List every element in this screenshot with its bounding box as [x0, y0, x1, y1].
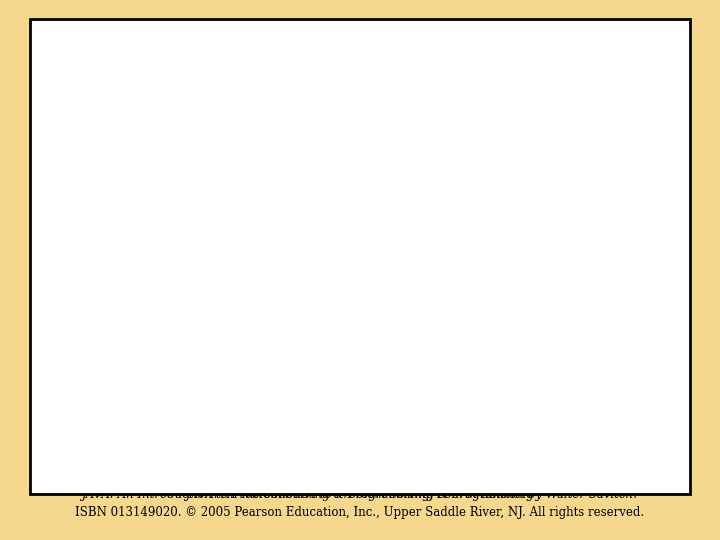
Text: public static int factorial(int n): public static int factorial(int n) — [52, 194, 379, 209]
Text: return fact;: return fact; — [52, 402, 186, 417]
Text: int fact=1;   // base case value: int fact=1; // base case value — [52, 246, 379, 261]
Text: ISBN 013149020. © 2005 Pearson Education, Inc., Upper Saddle River, NJ. All righ: ISBN 013149020. © 2005 Pearson Education… — [76, 506, 644, 519]
Bar — [42, 190, 679, 456]
Text: Method: Method — [330, 53, 482, 87]
Text: factorial: factorial — [185, 54, 366, 87]
Text: JAVA: An Introduction to Problem Solving & Programming, Fourth Edition by Walter: JAVA: An Introduction to Problem Solving… — [82, 488, 638, 501]
Text: JAVA: An Introduction to Problem Solving & Programming: JAVA: An Introduction to Problem Solving… — [186, 488, 534, 501]
Text: {: { — [52, 220, 62, 235]
Text: Improved: Improved — [55, 53, 242, 87]
Text: if (n > 1)    // recursive case (decomposition): if (n > 1) // recursive case (decomposit… — [52, 298, 523, 313]
Text: fact = factorial(n - 1) * n; // composition: fact = factorial(n - 1) * n; // composit… — [52, 324, 505, 339]
Text: }: } — [52, 428, 62, 443]
Text: // else do nothing; base case: // else do nothing; base case — [52, 350, 351, 365]
